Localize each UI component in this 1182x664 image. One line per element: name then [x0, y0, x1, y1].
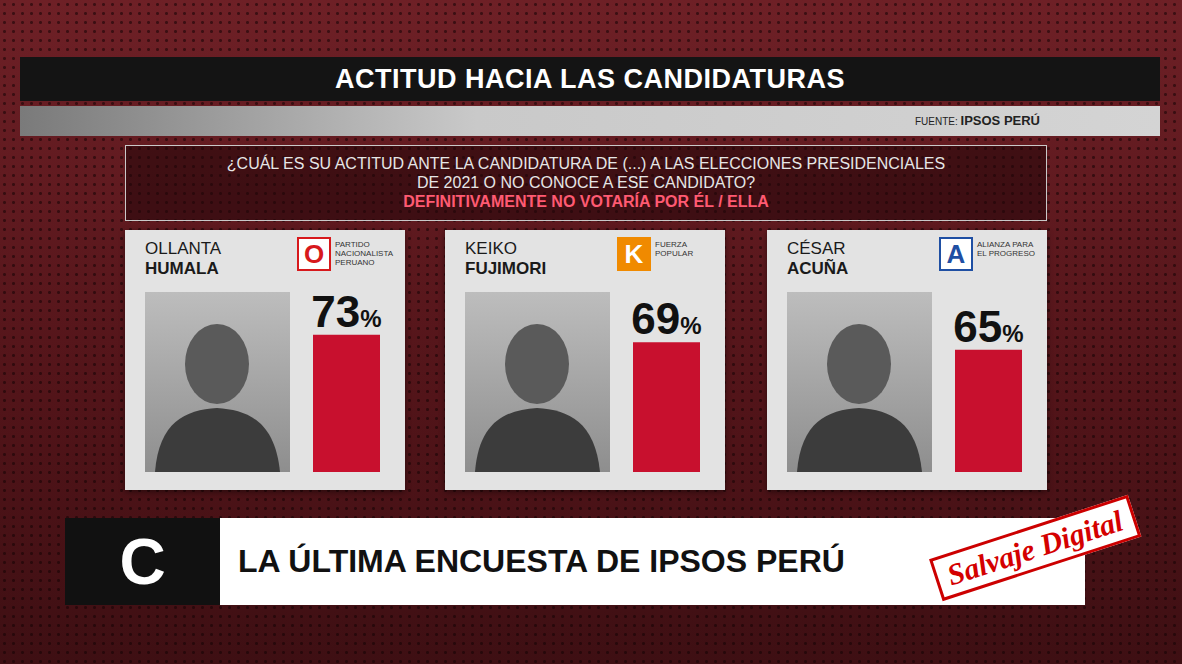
svg-text:69%: 69% [631, 294, 701, 343]
html-text:FUJIMORI: FUJIMORI [465, 259, 547, 278]
html-text:¿CUÁL ES SU ACTITUD ANTE LA CA: ¿CUÁL ES SU ACTITUD ANTE LA CANDIDATURA … [226, 155, 946, 191]
html-text:O: O [303, 238, 325, 269]
html-text:Salvaje Digital: Salvaje Digital [943, 503, 1127, 592]
html-text:LA ÚLTIMA ENCUESTA DE IPSOS PE: LA ÚLTIMA ENCUESTA DE IPSOS PERÚ [238, 543, 845, 579]
html-text:A: A [946, 238, 966, 269]
html-text:FUENTE: IPSOS PERÚ: FUENTE: IPSOS PERÚ [915, 113, 1040, 128]
html-text:ACTITUD HACIA LAS CANDIDATURAS: ACTITUD HACIA LAS CANDIDATURAS [335, 63, 845, 94]
html-text:K: K [624, 238, 644, 269]
html-text:DEFINITIVAMENTE NO VOTARÍA POR: DEFINITIVAMENTE NO VOTARÍA POR ÉL / ELLA [403, 193, 769, 210]
html-text:ALIANZA PARA EL PROGRESO: ALIANZA PARA EL PROGRESO [977, 240, 1035, 258]
html-text:OLLANTA: OLLANTA [145, 239, 222, 258]
svg-text:73%: 73% [311, 287, 381, 336]
html-text:FUERZA POPULAR: FUERZA POPULAR [655, 240, 694, 258]
html-text:CÉSAR: CÉSAR [787, 239, 846, 258]
html-text:ACUÑA: ACUÑA [787, 259, 849, 278]
html-text:PARTIDO NACIONALISTA PERUANO: PARTIDO NACIONALISTA PERUANO [335, 240, 393, 267]
html-text:C: C [119, 525, 166, 598]
html-text:HUMALA: HUMALA [145, 259, 219, 278]
svg-text:65%: 65% [953, 302, 1023, 351]
html-text:KEIKO: KEIKO [465, 239, 517, 258]
